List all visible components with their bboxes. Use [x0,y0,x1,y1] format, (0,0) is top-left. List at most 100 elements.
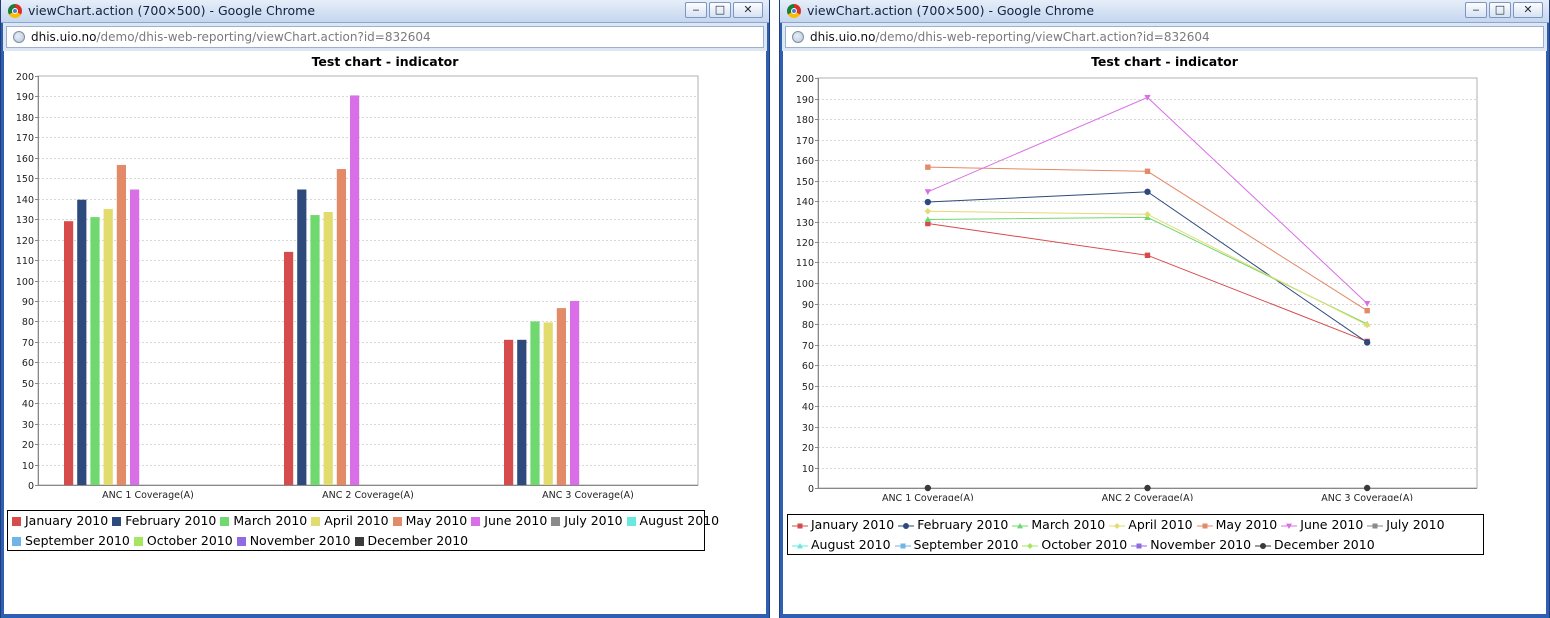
data-point [925,164,931,170]
legend-label: February 2010 [125,513,217,528]
chart-legend: January 2010 February 2010 March 2010 April… [787,514,1484,555]
data-point [924,216,932,223]
globe-icon [13,31,25,43]
url-field[interactable]: dhis.uio.no/demo/dhis-web-reporting/view… [785,26,1544,48]
y-tick-label: 190 [796,95,814,106]
y-tick-label: 160 [796,156,814,167]
legend-swatch-marker [1114,523,1121,529]
data-point [925,220,931,227]
legend-item: April 2010 [1109,515,1193,535]
minimize-button[interactable]: ‒ [685,2,707,18]
bar [297,189,307,485]
minimize-button[interactable]: ‒ [1465,2,1487,18]
data-point [924,189,932,195]
legend-label: May 2010 [1215,517,1278,532]
data-point [924,484,932,492]
data-point [1144,211,1151,218]
legend-swatch [792,543,808,549]
legend-item: January 2010 [12,511,108,531]
y-tick-label: 190 [16,92,34,103]
x-tick-label: ANC 3 Coverage(A) [1321,493,1413,501]
browser-window-right: viewChart.action (700×500) - Google Chro… [779,0,1550,618]
title-bar[interactable]: viewChart.action (700×500) - Google Chro… [1,0,769,23]
legend-item: September 2010 [12,531,130,551]
y-tick-label: 50 [22,379,34,390]
y-tick-label: 0 [28,481,34,492]
legend-swatch [1196,523,1213,529]
url-host: dhis.uio.no [810,30,876,44]
data-point [1363,321,1371,329]
x-tick-label: ANC 1 Coverage(A) [882,493,974,501]
url-field[interactable]: dhis.uio.no/demo/dhis-web-reporting/view… [6,26,764,48]
legend-label: November 2010 [1150,537,1252,552]
y-tick-label: 60 [22,358,34,369]
legend-item: October 2010 [133,531,233,551]
y-tick-label: 40 [802,402,814,413]
legend-swatch [1281,523,1298,529]
y-tick-label: 200 [16,72,34,83]
legend-swatch-marker [1027,543,1034,549]
data-point [924,198,932,206]
legend-label: November 2010 [249,533,351,548]
legend-swatch-marker [1136,543,1142,549]
legend-label: August 2010 [811,537,891,552]
url-text: dhis.uio.no/demo/dhis-web-reporting/view… [810,30,1210,44]
bar [310,215,320,485]
data-point [1144,94,1151,101]
title-bar[interactable]: viewChart.action (700×500) - Google Chro… [780,0,1549,23]
close-button[interactable]: ✕ [733,2,763,18]
legend-label: December 2010 [367,533,469,548]
legend-item: August 2010 [792,535,891,555]
data-point [1363,339,1371,346]
legend-swatch [112,517,122,526]
legend-swatch-marker [1260,543,1267,549]
legend-label: August 2010 [639,513,720,528]
legend-item: August 2010 [626,511,720,531]
chrome-logo-icon [787,4,801,18]
legend-swatch-marker [797,523,803,529]
legend-label: October 2010 [146,533,233,548]
y-tick-label: 100 [16,277,34,288]
y-tick-label: 90 [802,300,814,311]
y-tick-label: 10 [22,461,34,472]
y-tick-label: 0 [808,484,814,495]
y-tick-label: 30 [22,420,34,431]
y-tick-label: 140 [796,197,814,208]
plot-area [37,75,699,486]
window-title: viewChart.action (700×500) - Google Chro… [28,3,316,18]
maximize-button[interactable]: □ [709,2,731,18]
chart-title: Test chart - indicator [1091,54,1238,69]
legend-item: November 2010 [236,531,351,551]
legend-swatch [1022,543,1039,549]
y-tick-label: 110 [16,256,34,267]
legend-swatch [792,523,808,529]
chart-content: Test chart - indicator 0 10 20 30 40 50 60 70 80… [4,51,766,614]
legend-swatch [354,537,364,546]
legend-swatch [1012,523,1029,529]
url-path: /demo/dhis-web-reporting/viewChart.actio… [875,30,1210,44]
url-host: dhis.uio.no [31,30,97,44]
y-tick-label: 150 [16,174,34,185]
maximize-button[interactable]: □ [1489,2,1511,18]
close-button[interactable]: ✕ [1513,2,1543,18]
bar [90,217,100,486]
legend-row: September 2010 October 2010 November 2010 D… [12,531,704,551]
y-tick-label: 200 [796,74,814,85]
chart-legend: January 2010 February 2010 March 2010 April… [7,510,719,551]
data-point [1144,484,1151,492]
address-bar: dhis.uio.no/demo/dhis-web-reporting/view… [3,23,767,51]
legend-swatch [220,517,230,526]
y-tick-label: 180 [16,113,34,124]
browser-window-left: viewChart.action (700×500) - Google Chro… [0,0,770,618]
legend-swatch [898,523,915,529]
legend-label: January 2010 [811,517,895,532]
legend-swatch [392,517,402,526]
bar [336,169,346,486]
legend-swatch [626,517,636,526]
y-tick-label: 150 [796,177,814,188]
x-tick-label: ANC 3 Coverage(A) [542,490,634,501]
address-bar: dhis.uio.no/demo/dhis-web-reporting/view… [782,23,1547,51]
bar [103,208,113,486]
legend-swatch-marker [1286,523,1293,529]
data-point [1363,300,1371,307]
